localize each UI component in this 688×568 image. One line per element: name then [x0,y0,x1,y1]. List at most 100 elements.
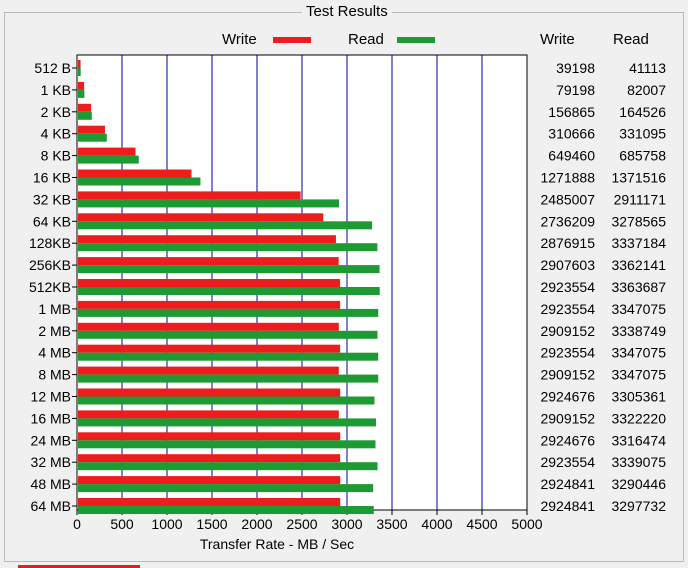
read-bar [78,396,375,405]
write-bar [78,81,85,90]
legend-write-label: Write [222,31,257,48]
read-bar [78,308,379,317]
category-label: 16 MB [31,410,71,426]
write-value: 1271888 [540,170,595,186]
read-column-header: Read [613,31,649,48]
write-bar [78,322,339,331]
write-value: 649460 [548,148,595,164]
read-bar [78,243,378,252]
read-value: 3363687 [611,279,666,295]
read-value: 3347075 [611,345,666,361]
x-tick-label: 1500 [196,516,227,532]
write-value: 2876915 [540,235,595,251]
read-bar [78,330,378,339]
x-tick-label: 3500 [376,516,407,532]
category-label: 4 MB [38,345,71,361]
read-bar [78,265,380,274]
category-label: 48 MB [31,476,71,492]
x-tick-label: 500 [110,516,134,532]
x-tick-label: 1000 [151,516,182,532]
category-label: 64 KB [33,213,71,229]
x-tick-label: 5000 [511,516,542,532]
category-label: 16 KB [33,170,71,186]
category-label: 32 MB [31,454,71,470]
write-value: 2924676 [540,432,595,448]
write-bar [78,388,341,397]
progress-bar-fragment [18,565,140,568]
write-bar [78,169,192,178]
category-label: 1 MB [38,301,71,317]
write-bar [78,366,339,375]
read-value: 2911171 [614,191,667,207]
category-label: 1 KB [41,82,71,98]
category-label: 8 KB [41,148,71,164]
write-bar [78,213,324,222]
read-bar [78,221,373,230]
legend-read-swatch [397,37,435,43]
write-bar [78,454,341,463]
read-value: 3322220 [611,410,666,426]
group-title: Test Results [302,3,392,21]
legend-read-label: Read [348,31,384,48]
write-value: 2924676 [540,389,595,405]
category-label: 64 MB [31,498,71,514]
write-bar [78,235,336,244]
write-bar [78,103,92,112]
read-value: 3316474 [611,432,666,448]
x-tick-label: 0 [73,516,81,532]
read-bar [78,68,81,76]
read-value: 3338749 [611,323,666,339]
write-bar [78,344,341,353]
read-value: 1371516 [611,170,666,186]
write-value: 79198 [556,82,595,98]
category-label: 24 MB [31,432,71,448]
x-tick-label: 2500 [286,516,317,532]
read-bar [78,155,139,164]
read-bar [78,89,85,98]
write-value: 39198 [556,60,595,76]
write-value: 2923554 [540,345,595,361]
category-label: 128KB [29,235,71,251]
category-label: 32 KB [33,191,71,207]
read-bar [78,506,374,514]
read-value: 3278565 [611,213,666,229]
write-value: 2924841 [540,498,595,514]
write-bar [78,476,341,485]
legend-write-swatch [273,37,311,43]
write-column-header: Write [540,31,575,48]
write-value: 2909152 [540,323,595,339]
category-label: 2 KB [41,104,71,120]
read-bar [78,418,376,427]
write-bar [78,60,81,68]
write-bar [78,125,105,134]
x-axis-label: Transfer Rate - MB / Sec [200,536,354,552]
read-bar [78,484,374,493]
category-label: 12 MB [31,389,71,405]
write-bar [78,498,341,506]
x-tick-label: 4500 [466,516,497,532]
read-value: 3290446 [611,476,666,492]
category-label: 512 B [34,60,71,76]
read-value: 3297732 [611,498,666,514]
write-value: 2485007 [540,191,595,207]
write-value: 2924841 [540,476,595,492]
read-bar [78,374,379,383]
read-bar [78,440,376,449]
write-bar [78,257,339,266]
category-label: 2 MB [38,323,71,339]
category-label: 256KB [29,257,71,273]
read-value: 3347075 [611,367,666,383]
write-value: 2923554 [540,454,595,470]
read-bar [78,133,107,142]
x-tick-label: 3000 [331,516,362,532]
write-bar [78,191,301,200]
read-bar [78,352,379,361]
read-bar [78,177,201,186]
category-label: 512KB [29,279,71,295]
read-bar [78,462,378,471]
write-bar [78,279,341,287]
read-bar [78,111,92,120]
read-bar [78,287,380,295]
x-tick-label: 4000 [421,516,452,532]
